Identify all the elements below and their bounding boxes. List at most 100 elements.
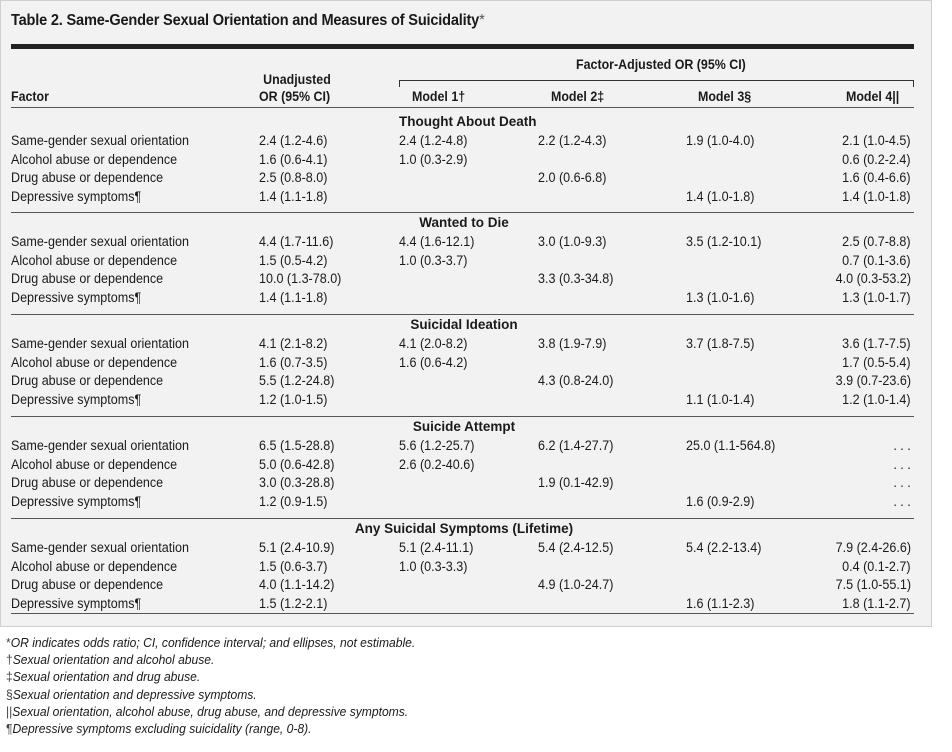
model2-cell: 5.4 (2.4-12.5) bbox=[538, 540, 614, 555]
factor-cell: Depressive symptoms¶ bbox=[11, 595, 142, 611]
factor-cell: Depressive symptoms¶ bbox=[11, 391, 142, 407]
section-rule bbox=[11, 212, 914, 213]
model2-cell: 3.0 (1.0-9.3) bbox=[538, 234, 607, 249]
factor-cell: Drug abuse or dependence bbox=[11, 373, 164, 389]
footnote: *OR indicates odds ratio; CI, confidence… bbox=[6, 634, 415, 651]
model4-cell: 1.7 (0.5-5.4) bbox=[842, 354, 911, 370]
model4-cell: 7.9 (2.4-26.6) bbox=[835, 540, 911, 555]
section-title: Any Suicidal Symptoms (Lifetime) bbox=[354, 521, 574, 536]
model4-cell: 1.3 (1.0-1.7) bbox=[842, 289, 911, 305]
model2-cell: 3.8 (1.9-7.9) bbox=[538, 336, 607, 351]
model4-cell: 0.7 (0.1-3.6) bbox=[842, 252, 911, 268]
model1-cell: 2.4 (1.2-4.8) bbox=[399, 133, 468, 148]
model3-cell: 1.1 (1.0-1.4) bbox=[686, 391, 755, 407]
unadjusted-cell: 4.0 (1.1-14.2) bbox=[259, 577, 335, 593]
unadjusted-cell: 1.4 (1.1-1.8) bbox=[259, 289, 328, 305]
unadjusted-cell: 4.4 (1.7-11.6) bbox=[259, 234, 334, 249]
table-panel: Table 2. Same-Gender Sexual Orientation … bbox=[0, 0, 932, 627]
factor-cell: Same-gender sexual orientation bbox=[11, 438, 189, 453]
unadjusted-cell: 1.2 (0.9-1.5) bbox=[259, 493, 328, 509]
factor-cell: Same-gender sexual orientation bbox=[11, 133, 189, 148]
model3-cell: 1.6 (1.1-2.3) bbox=[686, 595, 755, 611]
factor-cell: Same-gender sexual orientation bbox=[11, 336, 189, 351]
footnote: ¶Depressive symptoms excluding suicidali… bbox=[6, 720, 415, 737]
model3-cell: 1.3 (1.0-1.6) bbox=[686, 289, 755, 305]
header-bracket-left bbox=[399, 80, 400, 87]
model4-cell: 0.6 (0.2-2.4) bbox=[842, 151, 911, 167]
factor-header: Factor bbox=[11, 89, 49, 104]
footnote: §Sexual orientation and depressive sympt… bbox=[6, 686, 415, 703]
model3-cell: 1.6 (0.9-2.9) bbox=[686, 493, 755, 509]
footnote: ||Sexual orientation, alcohol abuse, dru… bbox=[6, 703, 415, 720]
factor-cell: Alcohol abuse or dependence bbox=[11, 354, 178, 370]
bottom-rule bbox=[11, 613, 914, 614]
model3-cell: 3.7 (1.8-7.5) bbox=[686, 336, 755, 351]
unadjusted-cell: 6.5 (1.5-28.8) bbox=[259, 438, 335, 453]
unadjusted-cell: 2.4 (1.2-4.6) bbox=[259, 133, 328, 148]
model3-cell: 3.5 (1.2-10.1) bbox=[686, 234, 762, 249]
factor-cell: Drug abuse or dependence bbox=[11, 577, 164, 593]
footnote-text: Sexual orientation and depressive sympto… bbox=[12, 686, 257, 702]
model3-cell: 1.9 (1.0-4.0) bbox=[686, 133, 755, 148]
footnote: †Sexual orientation and alcohol abuse. bbox=[6, 651, 415, 668]
unadjusted-cell: 1.5 (1.2-2.1) bbox=[259, 595, 328, 611]
footnote-text: Sexual orientation, alcohol abuse, drug … bbox=[12, 703, 409, 719]
model1-cell: 4.4 (1.6-12.1) bbox=[399, 234, 475, 249]
footnote-symbol: ‡ bbox=[6, 669, 13, 685]
unadjusted-cell: 1.6 (0.7-3.5) bbox=[259, 354, 328, 370]
model3-cell: 25.0 (1.1-564.8) bbox=[686, 438, 776, 453]
model1-cell: 4.1 (2.0-8.2) bbox=[399, 336, 468, 351]
factor-cell: Drug abuse or dependence bbox=[11, 170, 164, 186]
model4-cell: 0.4 (0.1-2.7) bbox=[842, 558, 911, 574]
model2-cell: 2.2 (1.2-4.3) bbox=[538, 133, 607, 148]
factor-cell: Same-gender sexual orientation bbox=[11, 540, 189, 555]
model4-cell: . . . bbox=[893, 456, 911, 472]
factor-cell: Same-gender sexual orientation bbox=[11, 234, 189, 249]
model3-cell: 5.4 (2.2-13.4) bbox=[686, 540, 762, 555]
model2-cell: 6.2 (1.4-27.7) bbox=[538, 438, 614, 453]
model4-cell: 2.5 (0.7-8.8) bbox=[842, 234, 911, 249]
footnote-symbol: § bbox=[6, 686, 13, 702]
section-title: Suicide Attempt bbox=[412, 419, 516, 434]
section-title: Suicidal Ideation bbox=[410, 317, 518, 332]
unadjusted-cell: 1.5 (0.5-4.2) bbox=[259, 252, 328, 268]
model1-cell: 5.6 (1.2-25.7) bbox=[399, 438, 475, 453]
model4-cell: 1.8 (1.1-2.7) bbox=[842, 595, 911, 611]
header-bracket-right bbox=[913, 80, 914, 87]
model2-header: Model 2‡ bbox=[551, 89, 605, 104]
factor-cell: Drug abuse or dependence bbox=[11, 475, 164, 491]
model4-cell: . . . bbox=[893, 475, 911, 491]
unadjusted-cell: 5.5 (1.2-24.8) bbox=[259, 373, 335, 389]
footnote-symbol: ¶ bbox=[6, 721, 13, 737]
model3-header: Model 3§ bbox=[698, 89, 752, 104]
factor-cell: Alcohol abuse or dependence bbox=[11, 252, 178, 268]
unadjusted-header-line2: OR (95% CI) bbox=[259, 89, 331, 104]
model4-cell: 1.4 (1.0-1.8) bbox=[842, 188, 911, 204]
factor-cell: Alcohol abuse or dependence bbox=[11, 558, 178, 574]
footnote-text: OR indicates odds ratio; CI, confidence … bbox=[10, 635, 416, 650]
factor-cell: Depressive symptoms¶ bbox=[11, 493, 142, 509]
unadjusted-cell: 1.2 (1.0-1.5) bbox=[259, 391, 328, 407]
section-rule bbox=[11, 416, 914, 417]
section-rule bbox=[11, 518, 914, 519]
model4-cell: . . . bbox=[893, 493, 911, 509]
unadjusted-cell: 1.6 (0.6-4.1) bbox=[259, 151, 328, 167]
unadjusted-cell: 3.0 (0.3-28.8) bbox=[259, 475, 335, 491]
model2-cell: 1.9 (0.1-42.9) bbox=[538, 475, 614, 491]
header-bracket bbox=[399, 80, 914, 81]
header-rule bbox=[11, 107, 914, 108]
model4-cell: 3.6 (1.7-7.5) bbox=[842, 336, 911, 351]
footnote-text: Sexual orientation and alcohol abuse. bbox=[12, 652, 215, 668]
model1-cell: 2.6 (0.2-40.6) bbox=[399, 456, 475, 472]
footnote-text: Depressive symptoms excluding suicidalit… bbox=[12, 721, 312, 737]
footnote-symbol: * bbox=[6, 635, 11, 650]
model4-cell: 2.1 (1.0-4.5) bbox=[842, 133, 911, 148]
model4-cell: . . . bbox=[893, 438, 911, 453]
factor-cell: Depressive symptoms¶ bbox=[11, 289, 142, 305]
model2-cell: 4.9 (1.0-24.7) bbox=[538, 577, 614, 593]
unadjusted-cell: 4.1 (2.1-8.2) bbox=[259, 336, 328, 351]
footnote-text: Sexual orientation and drug abuse. bbox=[12, 669, 201, 685]
model3-cell: 1.4 (1.0-1.8) bbox=[686, 188, 755, 204]
unadjusted-cell: 1.4 (1.1-1.8) bbox=[259, 188, 328, 204]
unadjusted-cell: 2.5 (0.8-8.0) bbox=[259, 170, 328, 186]
